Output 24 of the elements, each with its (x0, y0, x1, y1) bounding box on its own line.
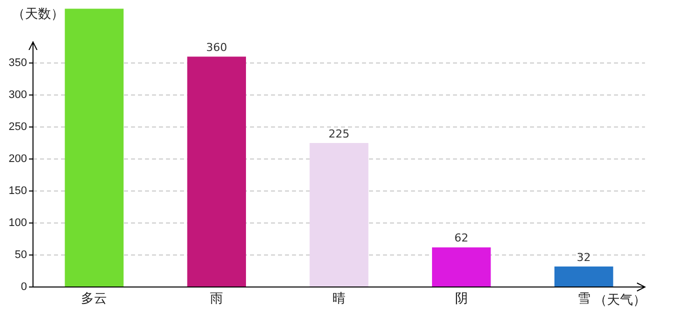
y-tick-label: 50 (14, 249, 27, 262)
bar (64, 8, 124, 286)
bar (187, 56, 246, 286)
y-tick-label: 100 (8, 217, 27, 230)
bar (432, 247, 491, 286)
x-tick-label: 阴 (454, 290, 468, 306)
x-axis-title: （天气） (594, 292, 646, 309)
data-label: 32 (576, 250, 591, 264)
x-tick-label: 晴 (332, 290, 346, 306)
y-tick-label: 0 (20, 281, 27, 294)
y-tick-label: 150 (8, 185, 27, 198)
y-tick-label: 250 (8, 121, 27, 134)
bar (554, 266, 614, 286)
data-label: 360 (206, 40, 228, 54)
x-tick-label: 多云 (81, 290, 108, 306)
y-tick-label: 200 (8, 153, 27, 166)
x-tick-label: 雨 (210, 290, 224, 306)
y-tick-label: 300 (8, 89, 27, 102)
data-label: 62 (454, 232, 468, 245)
y-axis-title: （天数） (12, 6, 64, 23)
data-label: 225 (328, 127, 350, 140)
y-tick-label: 350 (8, 57, 27, 70)
bar (310, 143, 368, 286)
x-tick-label: 雪 (577, 290, 590, 306)
